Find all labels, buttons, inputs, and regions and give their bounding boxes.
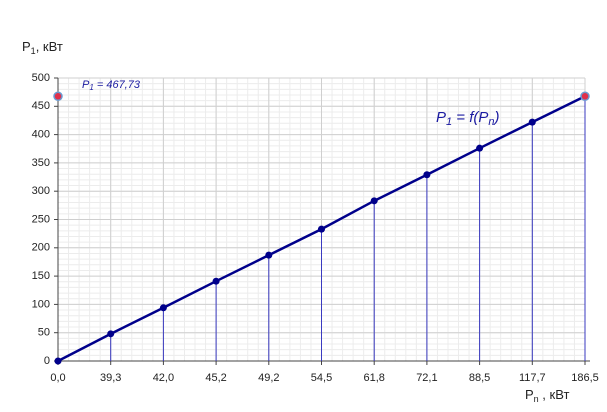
x-tick-label: 61,8 xyxy=(363,372,384,384)
data-point xyxy=(159,304,167,312)
y-tick-label: 350 xyxy=(32,157,50,169)
y-axis-label: P1, кВт xyxy=(22,39,63,56)
data-point xyxy=(54,357,62,365)
data-point xyxy=(423,171,431,179)
y-tick-label: 50 xyxy=(38,327,50,339)
x-tick-label: 54,5 xyxy=(311,372,332,384)
highlight-point xyxy=(53,91,63,102)
y-tick-label: 450 xyxy=(32,100,50,112)
x-tick-label: 117,7 xyxy=(519,372,546,384)
y-tick-label: 500 xyxy=(32,72,50,84)
x-tick-label: 45,2 xyxy=(205,372,226,384)
data-point xyxy=(528,118,536,126)
y-tick-label: 100 xyxy=(32,298,50,310)
x-axis-label: Pn , кВт xyxy=(525,387,569,404)
x-tick-label: 0,0 xyxy=(50,372,65,384)
y-tick-label: 200 xyxy=(32,242,50,254)
data-point xyxy=(212,277,220,285)
data-point xyxy=(318,225,325,233)
value-annotation: P1 = 467,73 xyxy=(82,79,141,92)
data-point xyxy=(265,251,273,259)
y-tick-label: 300 xyxy=(32,185,50,197)
y-tick-label: 250 xyxy=(32,213,50,225)
x-tick-label: 49,2 xyxy=(258,372,279,384)
x-tick-label: 72,1 xyxy=(416,372,437,384)
data-point xyxy=(107,330,115,338)
x-tick-label: 42,0 xyxy=(153,372,174,384)
y-tick-label: 400 xyxy=(32,129,50,141)
data-point xyxy=(370,197,378,205)
data-point xyxy=(476,144,484,152)
y-tick-label: 150 xyxy=(32,270,50,282)
formula: P1 = f(Pn) xyxy=(436,109,500,128)
x-tick-label: 88,5 xyxy=(469,372,490,384)
highlight-point xyxy=(580,91,590,102)
x-tick-label: 39,3 xyxy=(100,372,121,384)
x-tick-label: 186,5 xyxy=(571,372,599,384)
y-tick-label: 0 xyxy=(44,355,50,367)
